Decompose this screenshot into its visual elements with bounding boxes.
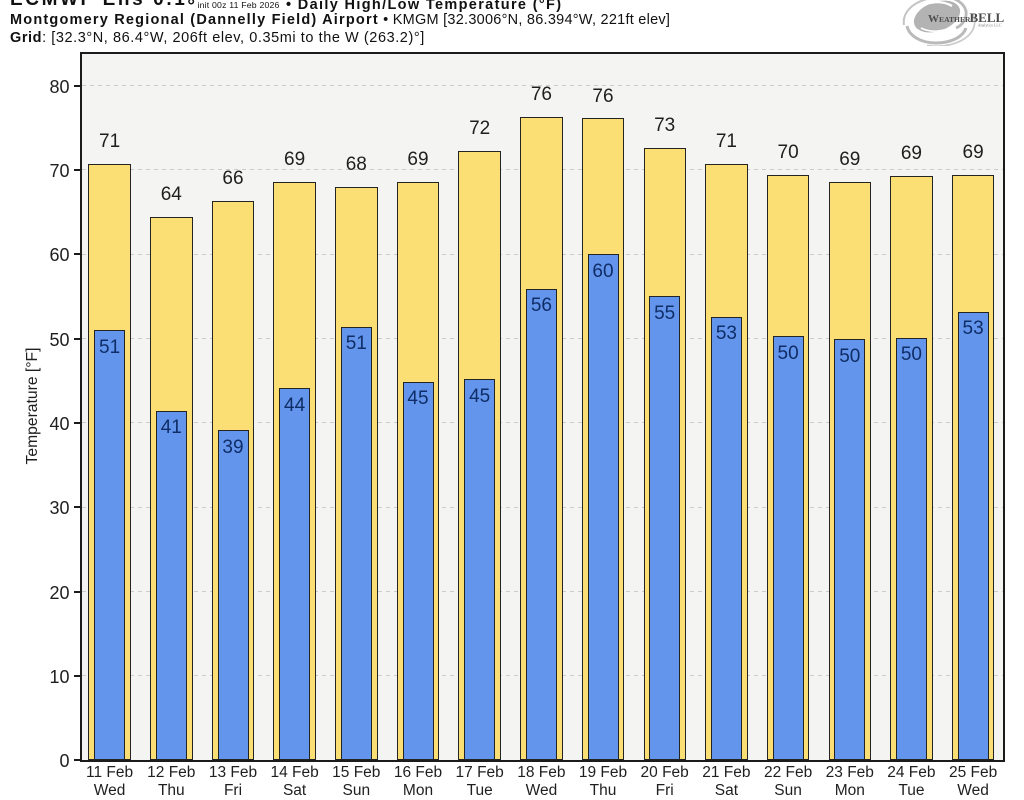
svg-text:WEATHER: WEATHER (928, 13, 971, 25)
svg-text:Analytics LLC: Analytics LLC (978, 23, 1002, 28)
svg-text:BELL: BELL (970, 10, 1005, 25)
